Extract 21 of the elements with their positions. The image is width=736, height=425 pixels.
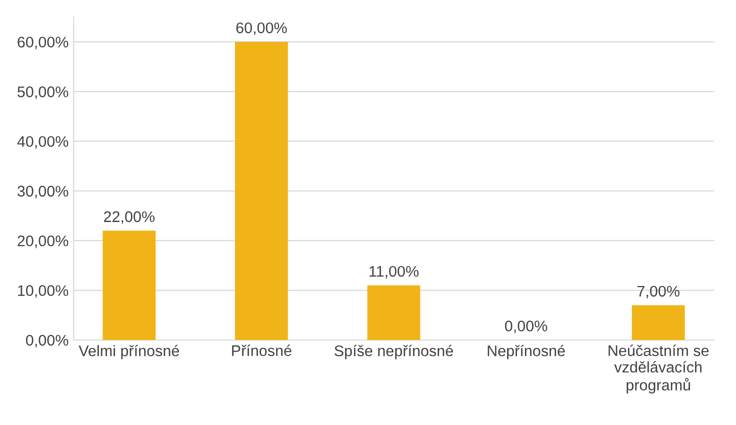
data-label: 60,00% bbox=[236, 22, 287, 36]
x-tick-label: Nepřínosné bbox=[488, 344, 565, 360]
bar bbox=[102, 230, 156, 340]
y-tick-label: 30,00% bbox=[18, 186, 68, 198]
data-label: 22,00% bbox=[104, 211, 155, 224]
bar bbox=[367, 285, 420, 340]
y-tick-label: 50,00% bbox=[18, 86, 68, 100]
y-tick-label: 10,00% bbox=[18, 285, 68, 298]
bar bbox=[632, 305, 685, 340]
y-tick-label: 20,00% bbox=[18, 235, 68, 248]
x-tick-label: Neúčastním se vzdělávacích programů bbox=[608, 344, 709, 394]
data-label: 11,00% bbox=[370, 266, 419, 279]
x-tick-label: Přínosné bbox=[232, 344, 292, 356]
data-label: 0,00% bbox=[504, 320, 548, 334]
y-tick-label: 60,00% bbox=[18, 36, 68, 50]
x-tick-label: Velmi přínosné bbox=[78, 344, 180, 360]
x-tick-label: Spíše nepřínosné bbox=[334, 344, 453, 360]
y-tick-label: 0,00% bbox=[26, 334, 68, 348]
data-label: 7,00% bbox=[637, 286, 680, 298]
bar bbox=[235, 42, 288, 340]
y-tick-label: 40,00% bbox=[17, 136, 68, 149]
